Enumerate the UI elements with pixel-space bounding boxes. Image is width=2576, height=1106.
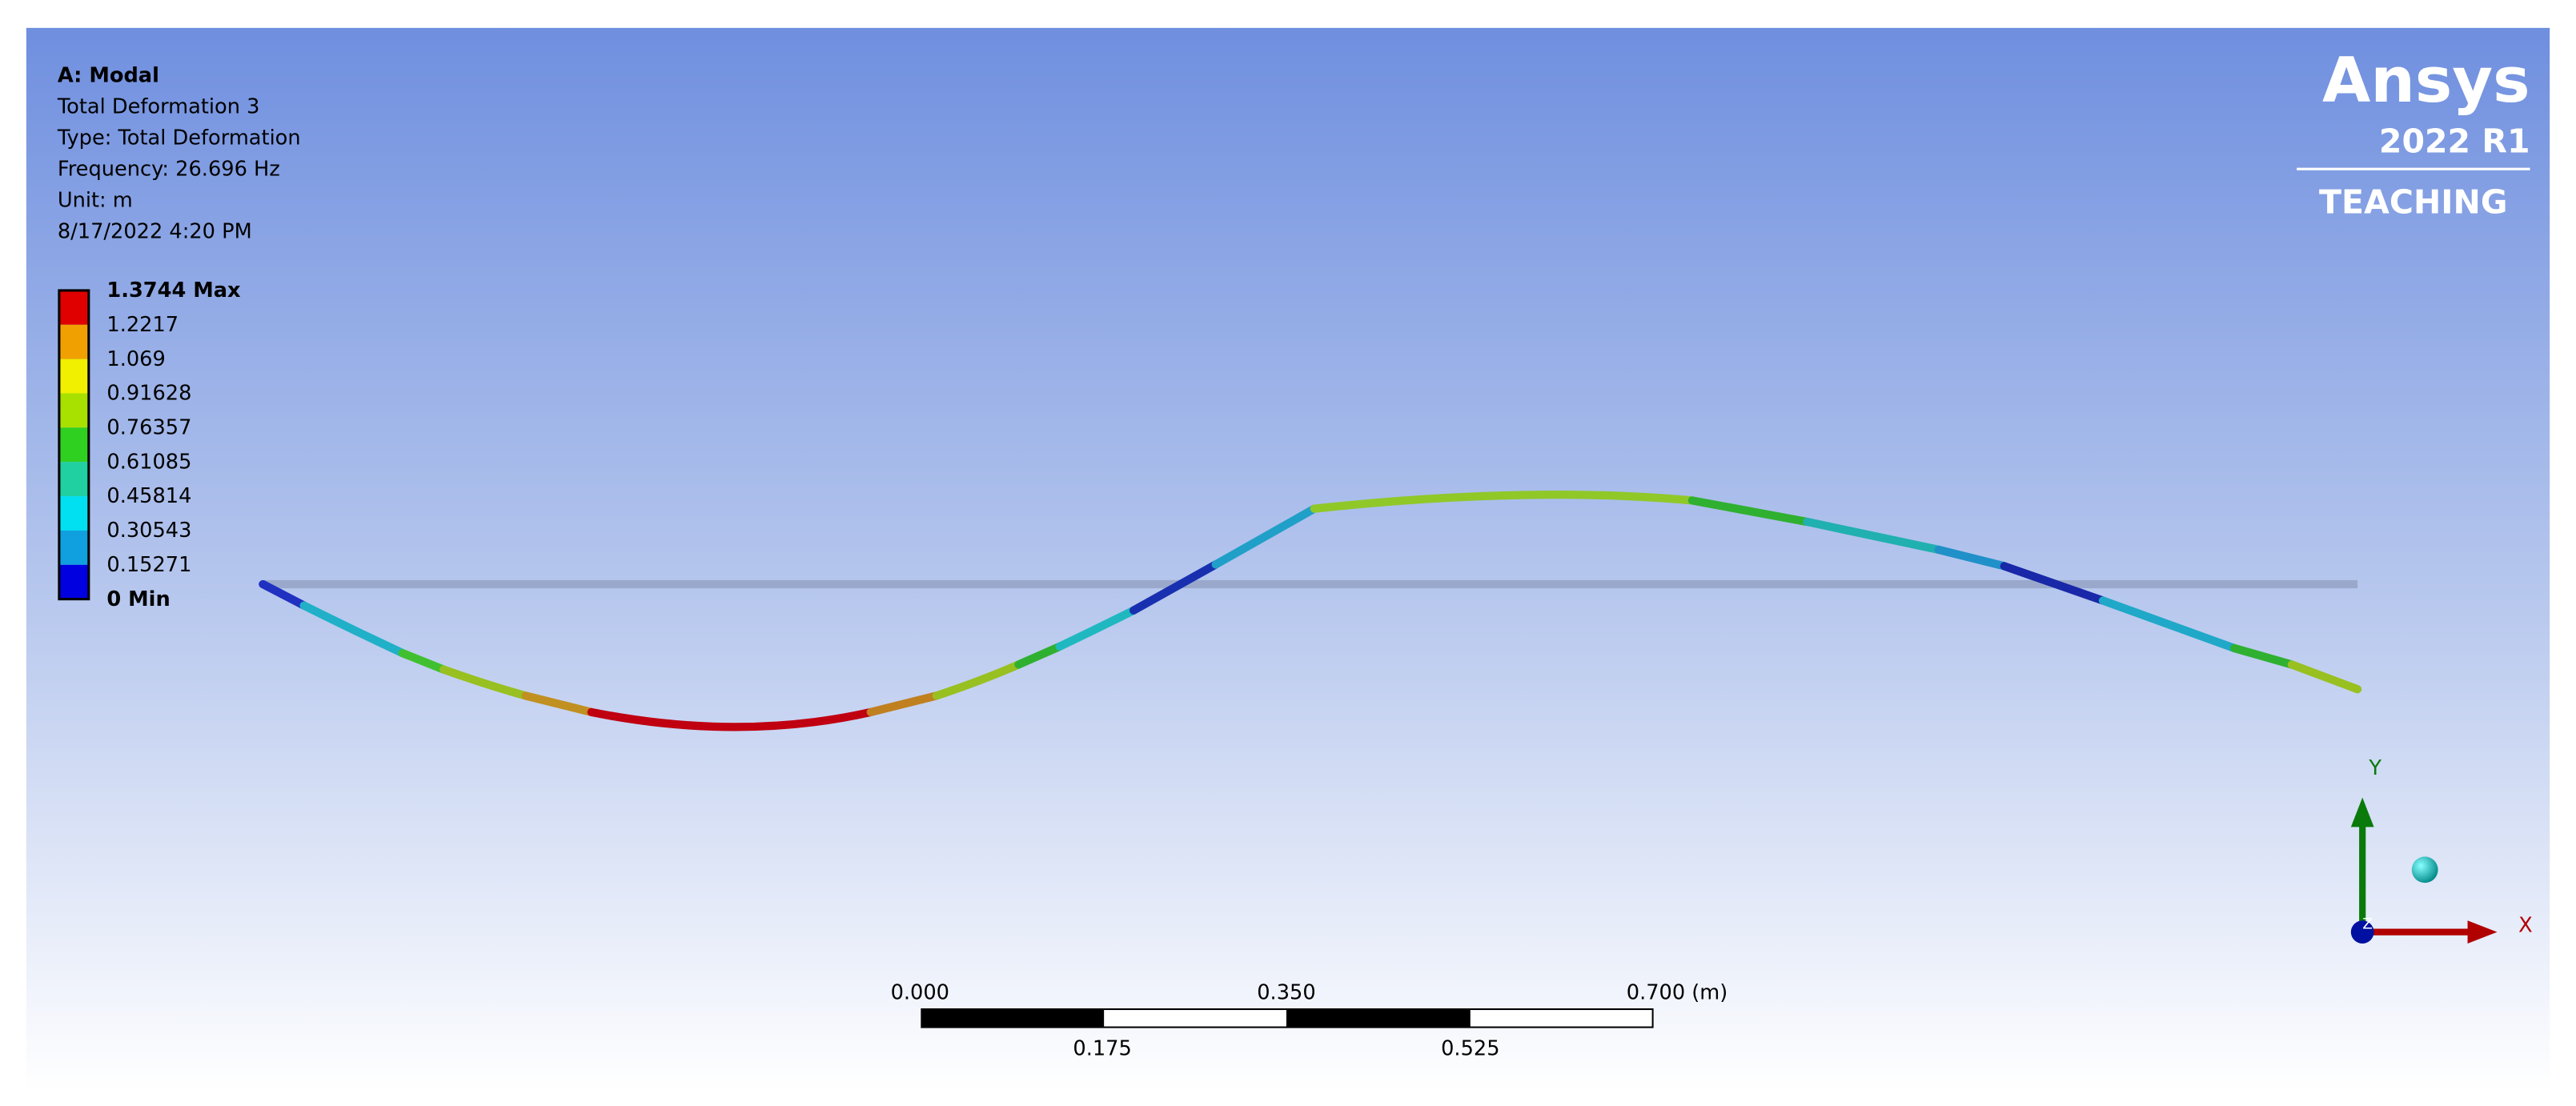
beam-segment (259, 579, 308, 610)
scale-bar: 0.000 0.350 0.700 (m) 0.175 0.525 (891, 981, 1728, 1061)
legend-swatch (58, 359, 89, 394)
beam-segment (2287, 660, 2362, 694)
x-axis-label: X (2518, 914, 2533, 938)
scale-label: 0.175 (1073, 1036, 1131, 1060)
logo-brand: Ansys (2322, 45, 2530, 117)
beam-segment (521, 691, 596, 717)
beam-segment (2229, 643, 2297, 669)
beam-segment (587, 707, 875, 731)
header-line: Total Deformation 3 (57, 94, 260, 118)
beam-segment (1129, 560, 1220, 615)
beam-segment (1803, 517, 1943, 555)
z-axis-label: Z (2362, 916, 2373, 933)
legend-label: 0 Min (106, 587, 170, 611)
legend-swatch (58, 530, 89, 565)
beam-segment (1687, 496, 1812, 527)
beam-segment (932, 660, 1023, 700)
logo-version: 2022 R1 (2379, 122, 2530, 161)
legend-label: 0.76357 (106, 416, 191, 440)
legend-swatch (58, 393, 89, 428)
legend-swatch (58, 324, 89, 359)
beam-segment (1934, 545, 2008, 571)
beam-segment (439, 665, 530, 700)
legend-label: 1.3744 Max (106, 279, 241, 303)
beam-segment (2098, 596, 2239, 653)
header-line: 8/17/2022 4:20 PM (58, 219, 252, 243)
scale-label: 0.700 (m) (1627, 981, 1728, 1005)
logo-edition: TEACHING (2319, 183, 2508, 222)
legend-swatch (58, 427, 89, 463)
legend-swatch (58, 564, 89, 599)
beam-segment (2000, 562, 2108, 605)
legend-swatch (58, 290, 89, 325)
y-arrow-head (2350, 797, 2374, 827)
beam-segment (1055, 606, 1138, 651)
view-sphere (2411, 856, 2438, 884)
legend-swatch (58, 496, 89, 531)
header: A: Modal Total Deformation 3 Type: Total… (57, 64, 301, 244)
scale-block (1286, 1009, 1471, 1028)
z-axis-dot (2350, 920, 2374, 944)
legend-label: 0.30543 (106, 519, 191, 543)
background (26, 27, 2550, 1092)
deformed-beam (259, 491, 2362, 731)
header-line: Type: Total Deformation (57, 126, 301, 150)
beam-segment (866, 691, 941, 717)
legend-label: 0.91628 (106, 382, 191, 406)
legend-swatch (58, 462, 89, 497)
logo: Ansys 2022 R1 TEACHING (2297, 45, 2530, 222)
beam-segment (398, 648, 448, 674)
legend-label: 0.45814 (106, 484, 191, 508)
x-arrow-head (2467, 920, 2498, 944)
legend-frame (58, 289, 90, 601)
legend-label: 1.2217 (106, 313, 179, 337)
header-line: A: Modal (58, 64, 159, 88)
beam-segment (1014, 642, 1064, 669)
legend-label: 1.069 (106, 347, 165, 371)
y-axis-label: Y (2368, 756, 2381, 780)
beam-segment (299, 601, 407, 658)
scale-label: 0.000 (891, 981, 949, 1005)
scale-label: 0.525 (1441, 1036, 1499, 1060)
legend-label: 0.15271 (106, 553, 191, 577)
beam-segment (1211, 504, 1318, 569)
triad: Y X Z (2350, 756, 2533, 944)
header-line: Unit: m (58, 188, 133, 212)
legend: 1.3744 Max 1.2217 1.069 0.91628 0.76357 0.610… (58, 279, 241, 611)
scale-block (921, 1009, 1105, 1028)
legend-label: 0.61085 (106, 450, 191, 474)
scale-label: 0.350 (1257, 981, 1315, 1005)
header-line: Frequency: 26.696 Hz (58, 157, 280, 181)
beam-segment (1310, 491, 1696, 513)
